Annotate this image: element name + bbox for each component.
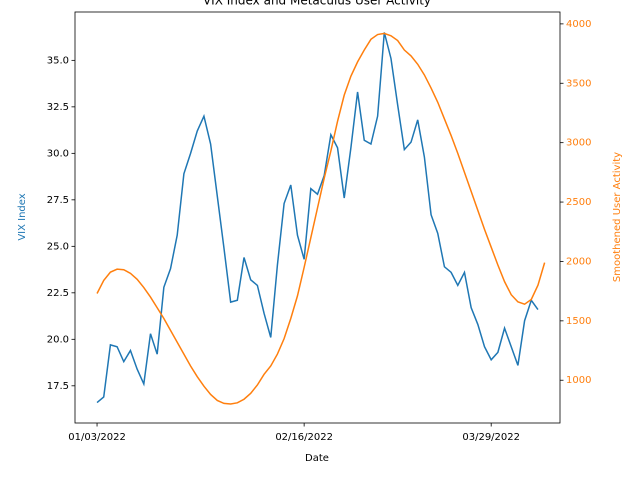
y-tick-label: 35.0 — [47, 55, 69, 66]
y-tick-label: 32.5 — [47, 102, 69, 113]
y2-tick-label: 2500 — [566, 197, 591, 208]
y2-tick-label: 1000 — [566, 375, 591, 386]
y2-axis-label: Smoothened User Activity — [612, 152, 623, 282]
y2-tick-label: 4000 — [566, 19, 591, 30]
y2-tick-label: 1500 — [566, 316, 591, 327]
y-axis-label: VIX Index — [17, 193, 28, 240]
chart-title: VIX Index and Metaculus User Activity — [203, 0, 431, 8]
y-tick-label: 17.5 — [47, 381, 69, 392]
y2-tick-label: 3500 — [566, 78, 591, 89]
data-line — [96, 32, 539, 404]
y2-tick-label: 2000 — [566, 256, 591, 267]
plot-frame — [74, 11, 561, 424]
x-tick-label: 03/29/2022 — [462, 432, 520, 443]
data-line — [96, 32, 546, 405]
x-tick-label: 02/16/2022 — [275, 432, 333, 443]
y-tick-label: 22.5 — [47, 288, 69, 299]
y-tick-label: 30.0 — [47, 148, 69, 159]
y-tick-label: 27.5 — [47, 195, 69, 206]
y-tick-label: 25.0 — [47, 241, 69, 252]
y-tick-label: 20.0 — [47, 334, 69, 345]
y2-tick-label: 3000 — [566, 138, 591, 149]
x-tick-label: 01/03/2022 — [68, 432, 126, 443]
x-axis-label: Date — [305, 453, 329, 464]
